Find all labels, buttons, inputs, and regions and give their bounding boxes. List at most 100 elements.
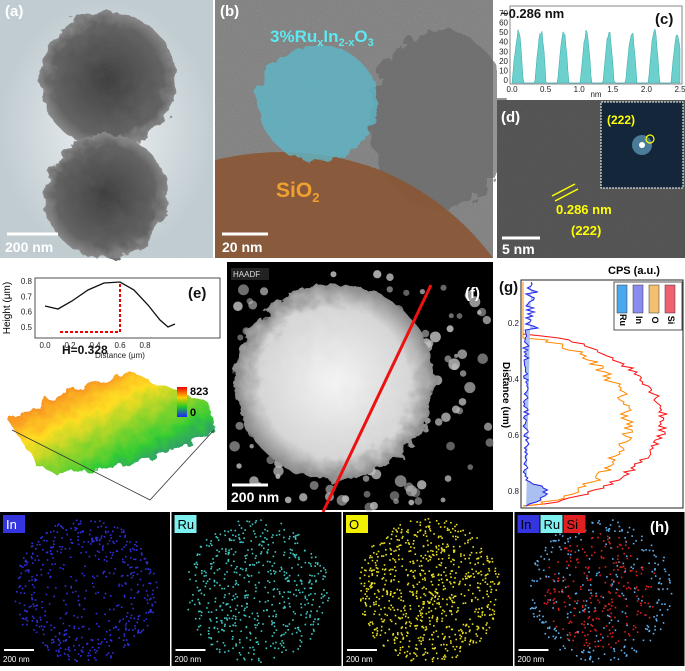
signal-pixel	[237, 520, 240, 523]
signal-pixel	[389, 559, 391, 561]
shape	[258, 45, 378, 161]
signal-pixel	[475, 633, 478, 635]
signal-pixel	[145, 618, 148, 620]
signal-pixel	[269, 561, 271, 563]
signal-pixel	[205, 544, 208, 547]
signal-pixel	[588, 615, 591, 618]
signal-pixel	[73, 627, 76, 630]
signal-pixel	[260, 519, 262, 521]
map-label: In	[521, 517, 532, 532]
signal-pixel	[599, 639, 602, 642]
signal-pixel	[424, 594, 427, 597]
signal-pixel	[375, 553, 378, 555]
text: SiO	[276, 179, 312, 202]
signal-pixel	[429, 521, 431, 524]
signal-pixel	[547, 576, 550, 578]
signal-pixel	[428, 525, 431, 527]
signal-pixel	[200, 614, 203, 617]
signal-pixel	[283, 646, 285, 649]
signal-pixel	[373, 636, 376, 639]
signal-pixel	[271, 620, 273, 622]
signal-pixel	[663, 568, 666, 571]
signal-pixel	[242, 532, 245, 535]
signal-pixel	[213, 580, 216, 583]
signal-pixel	[637, 598, 640, 600]
signal-pixel	[647, 626, 650, 628]
signal-pixel	[424, 651, 427, 654]
signal-pixel	[75, 660, 78, 662]
signal-pixel	[449, 572, 452, 575]
signal-pixel	[533, 602, 536, 604]
signal-pixel	[392, 557, 394, 560]
signal-pixel	[385, 537, 388, 540]
signal-pixel	[36, 555, 39, 557]
signal-pixel	[255, 562, 258, 564]
signal-pixel	[62, 640, 65, 642]
signal-pixel	[543, 558, 546, 560]
signal-pixel	[569, 556, 572, 559]
signal-pixel	[408, 645, 410, 648]
signal-pixel	[283, 591, 286, 594]
signal-pixel	[41, 600, 43, 603]
signal-pixel	[557, 609, 560, 611]
signal-pixel	[413, 652, 415, 654]
particle	[408, 499, 415, 506]
signal-pixel	[283, 536, 285, 539]
signal-pixel	[102, 572, 104, 575]
signal-pixel	[498, 581, 501, 584]
signal-pixel	[299, 645, 301, 647]
signal-pixel	[576, 558, 579, 560]
signal-pixel	[582, 600, 585, 602]
signal-pixel	[624, 544, 627, 546]
signal-pixel	[614, 606, 617, 609]
signal-pixel	[451, 599, 453, 602]
signal-pixel	[615, 592, 617, 594]
signal-pixel	[295, 584, 298, 586]
signal-pixel	[62, 568, 64, 570]
signal-pixel	[327, 597, 330, 599]
signal-pixel	[415, 627, 417, 630]
signal-pixel	[415, 625, 417, 627]
signal-pixel	[285, 572, 288, 574]
signal-pixel	[111, 554, 114, 556]
signal-pixel	[52, 556, 54, 559]
signal-pixel	[571, 648, 573, 651]
signal-pixel	[412, 575, 415, 578]
signal-pixel	[83, 574, 85, 577]
signal-pixel	[224, 534, 227, 537]
signal-pixel	[388, 628, 391, 631]
signal-pixel	[405, 656, 408, 658]
signal-pixel	[91, 639, 94, 641]
signal-pixel	[484, 574, 487, 577]
signal-pixel	[618, 543, 621, 546]
signal-pixel	[56, 524, 59, 527]
signal-pixel	[216, 640, 219, 643]
y-tick-label: 60	[499, 19, 508, 28]
signal-pixel	[208, 545, 210, 547]
signal-pixel	[207, 611, 210, 613]
signal-pixel	[414, 625, 416, 627]
signal-pixel	[654, 569, 656, 571]
signal-pixel	[633, 563, 635, 566]
signal-pixel	[431, 643, 434, 646]
signal-pixel	[281, 651, 283, 653]
map-background	[343, 512, 513, 666]
signal-pixel	[416, 521, 418, 523]
signal-pixel	[106, 654, 108, 656]
signal-pixel	[101, 547, 104, 549]
signal-pixel	[494, 567, 497, 570]
signal-pixel	[402, 638, 404, 640]
signal-pixel	[45, 551, 48, 554]
signal-pixel	[490, 591, 492, 593]
signal-pixel	[455, 572, 457, 574]
signal-pixel	[552, 540, 555, 542]
signal-pixel	[379, 543, 382, 546]
signal-pixel	[369, 621, 372, 624]
signal-pixel	[154, 601, 157, 603]
signal-pixel	[418, 605, 420, 607]
signal-pixel	[606, 576, 608, 578]
signal-pixel	[129, 617, 132, 619]
signal-pixel	[552, 599, 555, 602]
signal-pixel	[404, 615, 407, 618]
signal-pixel	[476, 558, 478, 560]
